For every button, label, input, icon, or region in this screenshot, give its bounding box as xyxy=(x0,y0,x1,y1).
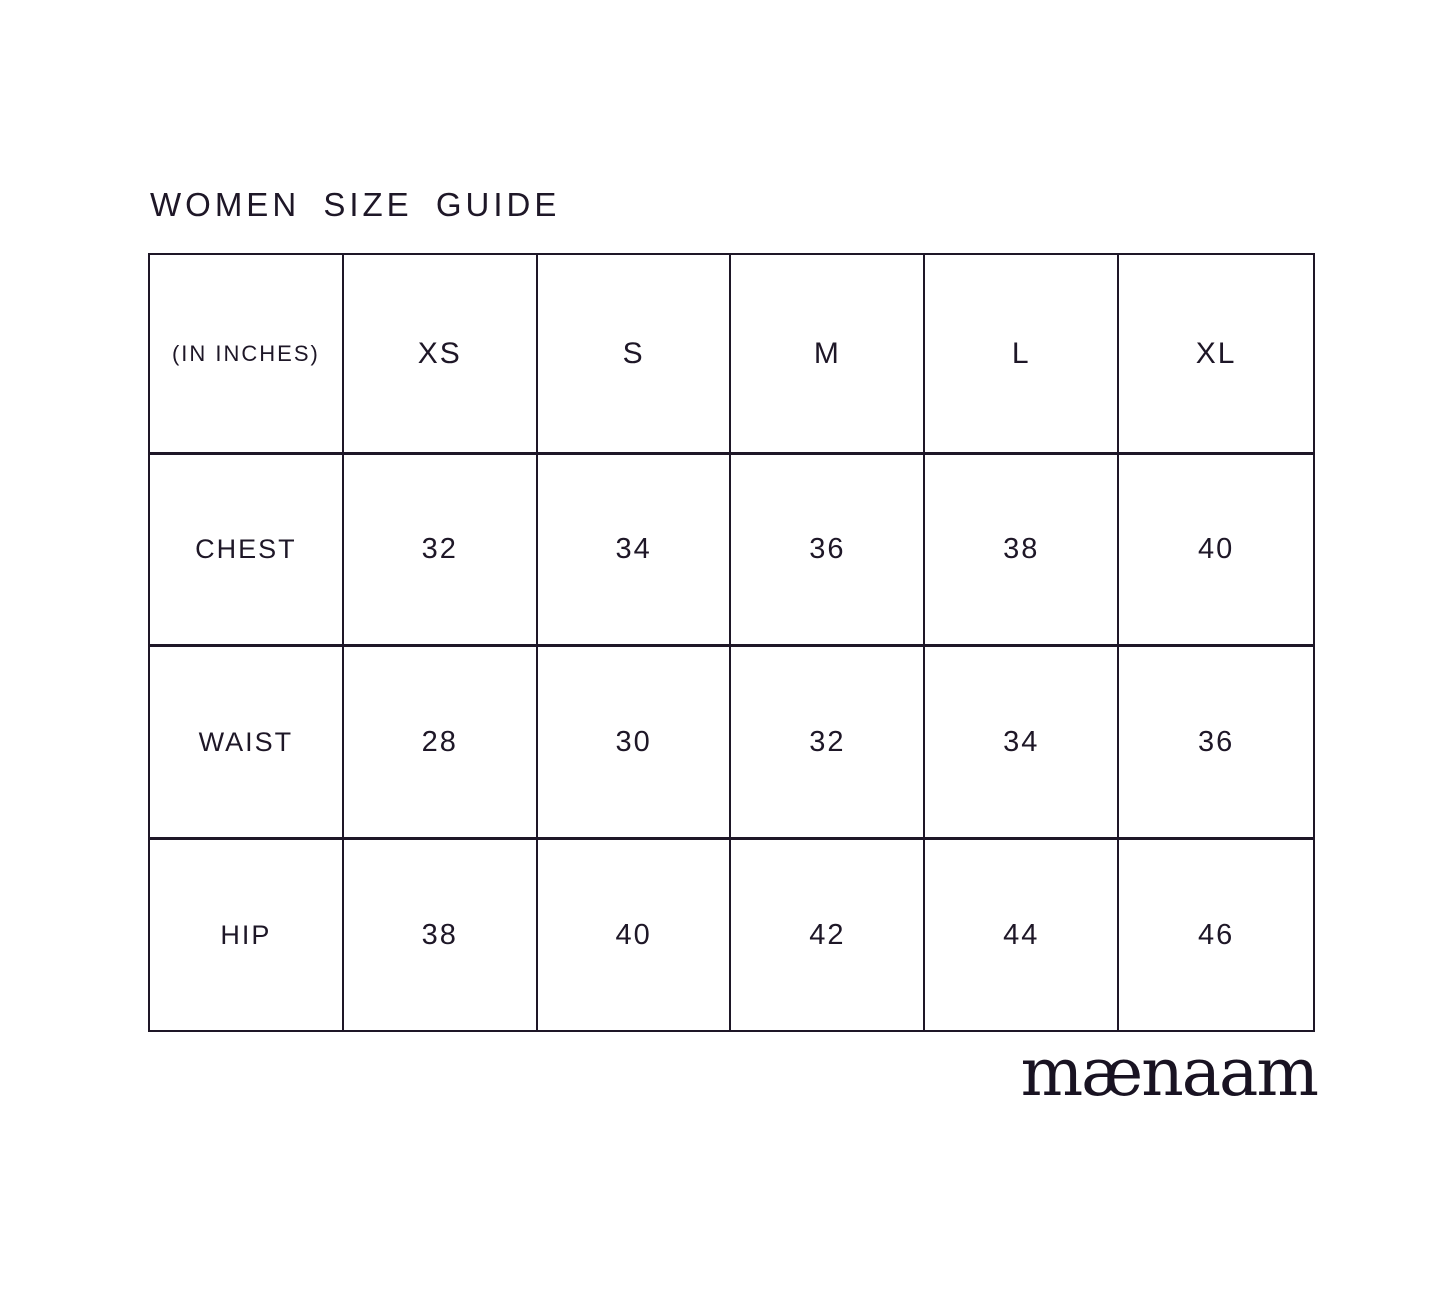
cell-chest-s: 34 xyxy=(537,455,732,647)
header-cell-s: S xyxy=(537,255,732,455)
header-cell-l: L xyxy=(925,255,1120,455)
cell-hip-xs: 38 xyxy=(344,840,538,1030)
cell-hip-s: 40 xyxy=(538,840,732,1030)
row-label-hip: HIP xyxy=(150,840,344,1030)
header-cell-xl: XL xyxy=(1119,255,1313,455)
header-cell-m: M xyxy=(731,255,926,455)
cell-waist-xl: 36 xyxy=(1119,647,1313,840)
cell-waist-s: 30 xyxy=(537,647,732,840)
header-cell-unit: (IN INCHES) xyxy=(150,255,344,455)
cell-waist-xs: 28 xyxy=(343,647,538,840)
brand-logo: mænaam xyxy=(1020,1034,1319,1111)
cell-chest-xs: 32 xyxy=(343,455,538,647)
cell-waist-m: 32 xyxy=(731,647,926,840)
cell-chest-l: 38 xyxy=(925,455,1120,647)
cell-hip-l: 44 xyxy=(925,840,1120,1030)
size-guide-table: (IN INCHES) XS S M L XL CHEST 32 34 36 3… xyxy=(148,253,1315,1032)
header-cell-xs: XS xyxy=(343,255,538,455)
row-label-chest: CHEST xyxy=(150,455,344,647)
cell-waist-l: 34 xyxy=(925,647,1120,840)
cell-hip-m: 42 xyxy=(731,840,926,1030)
row-label-waist: WAIST xyxy=(150,647,344,840)
cell-hip-xl: 46 xyxy=(1197,918,1235,951)
page-title: WOMEN SIZE GUIDE xyxy=(150,186,561,223)
cell-chest-m: 36 xyxy=(731,455,926,647)
cell-chest-xl: 40 xyxy=(1119,455,1313,647)
